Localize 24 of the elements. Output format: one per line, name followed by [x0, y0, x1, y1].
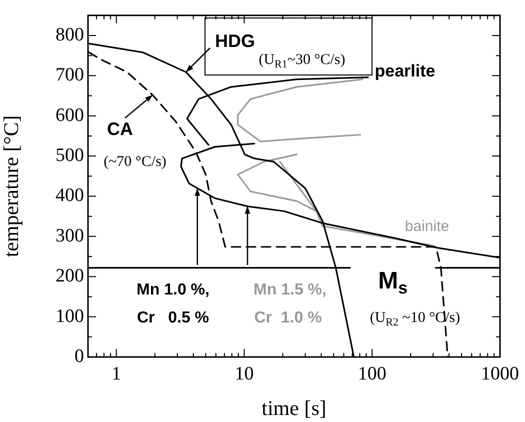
x-axis-title: time [s] — [262, 396, 326, 420]
y-tick-label: 0 — [74, 346, 84, 367]
y-tick-label: 400 — [56, 185, 84, 206]
annotation: Mn 1.5 %, — [254, 281, 326, 298]
x-tick-label: 1000 — [481, 363, 519, 384]
annotation: HDG — [215, 30, 255, 51]
y-axis-title: temperature [°C] — [0, 115, 24, 258]
x-tick-label: 1 — [112, 363, 122, 384]
annotation: Cr 1.0 % — [254, 309, 322, 326]
x-tick-label: 10 — [234, 363, 254, 384]
annotation: Mn 1.0 %, — [136, 281, 210, 298]
y-tick-label: 300 — [56, 225, 84, 246]
y-tick-label: 600 — [56, 104, 84, 126]
annotation: CA — [107, 118, 133, 139]
y-tick-label: 700 — [56, 64, 84, 86]
annotation: bainite — [404, 218, 450, 236]
y-tick-label: 800 — [56, 24, 84, 46]
y-tick-label: 500 — [56, 145, 84, 166]
y-tick-label: 200 — [56, 266, 84, 287]
y-tick-label: 100 — [56, 306, 84, 327]
annotation: (~70 °C/s) — [104, 154, 166, 170]
annotation: Cr 0.5 % — [136, 309, 210, 326]
x-tick-label: 100 — [358, 363, 386, 384]
annotation: pearlite — [374, 62, 436, 81]
